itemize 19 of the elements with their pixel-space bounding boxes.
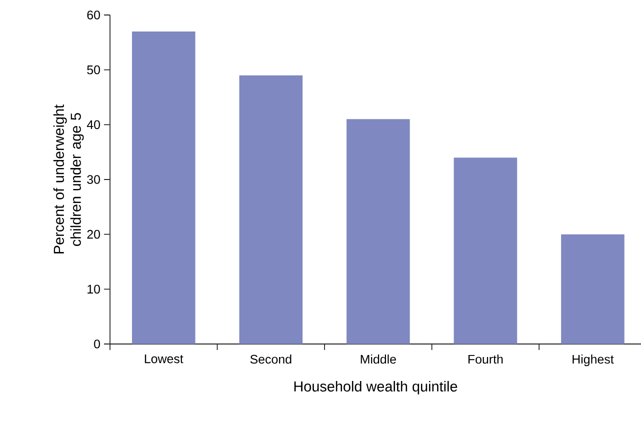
y-tick-label: 10: [88, 284, 100, 294]
y-tick-label: 60: [87, 10, 100, 20]
x-tick-label: Fourth: [468, 354, 503, 364]
y-tick-label: 20: [87, 230, 100, 239]
x-tick-label: Second: [250, 354, 292, 364]
x-tick-label: Middle: [360, 354, 396, 364]
bar: [346, 119, 410, 344]
x-tick-label: Lowest: [144, 354, 184, 364]
y-tick-label: 30: [87, 175, 100, 184]
y-tick-label: 0: [94, 340, 100, 348]
bar: [454, 158, 518, 344]
bar: [561, 234, 624, 344]
bar: [239, 75, 303, 344]
y-axis-title: Percent of underweight children under age 5: [53, 104, 84, 254]
y-tick-label: 40: [86, 120, 100, 130]
x-tick-label: Highest: [572, 354, 614, 366]
y-tick-label: 50: [87, 65, 100, 74]
bar: [132, 31, 196, 344]
x-axis-title: Household wealth quintile: [294, 380, 458, 394]
